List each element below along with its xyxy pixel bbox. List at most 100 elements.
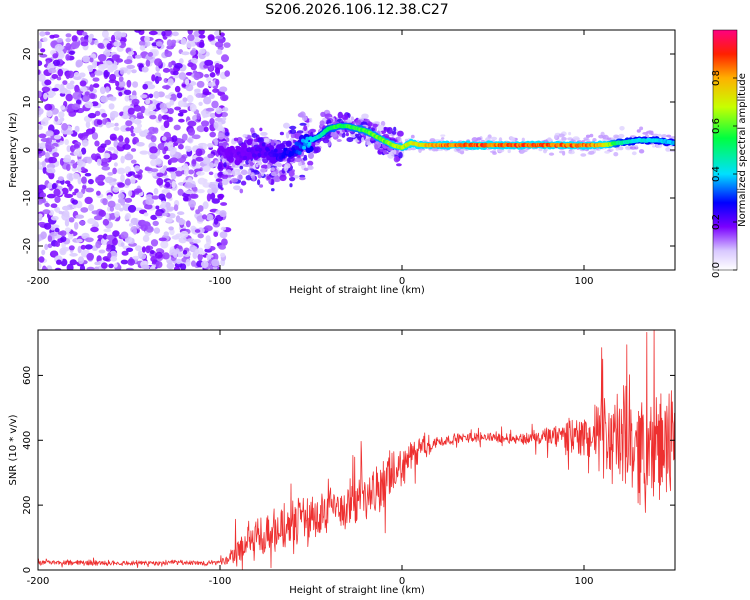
ridge-core [273, 148, 278, 153]
noise-blob [73, 143, 80, 149]
noise-blob [136, 142, 145, 147]
noise-blob [162, 85, 171, 90]
noise-blob [105, 86, 110, 93]
halo-blob [629, 146, 637, 150]
noise-blob [41, 249, 46, 256]
transition-blob [290, 133, 296, 139]
noise-blob [193, 37, 201, 43]
transition-blob [255, 163, 259, 168]
y-tick-label: 200 [22, 496, 33, 515]
snr-series-line [38, 330, 675, 570]
ridge-core [221, 148, 226, 153]
noise-blob [186, 40, 193, 49]
noise-blob [130, 217, 138, 226]
x-tick-label: 0 [399, 576, 405, 587]
halo-blob [558, 133, 565, 138]
transition-blob [303, 154, 307, 159]
noise-blob [167, 78, 174, 86]
noise-blob [120, 155, 125, 164]
transition-blob [217, 163, 223, 170]
transition-blob [398, 151, 403, 159]
noise-blob [214, 160, 219, 165]
transition-blob [217, 132, 225, 140]
noise-blob [117, 32, 122, 38]
noise-blob [98, 249, 106, 254]
halo-blob [410, 147, 417, 151]
noise-blob [156, 177, 164, 186]
halo-blob [619, 126, 625, 131]
noise-blob [219, 231, 228, 239]
noise-blob [165, 192, 173, 199]
noise-blob [115, 80, 120, 87]
noise-blob [103, 152, 111, 159]
transition-blob [393, 155, 400, 163]
ridge-core [260, 150, 265, 155]
noise-blob [139, 40, 146, 46]
noise-blob [38, 184, 47, 190]
noise-blob [217, 194, 224, 200]
noise-blob [50, 215, 59, 221]
ridge-core [258, 148, 263, 152]
noise-blob [112, 230, 120, 237]
noise-blob [166, 206, 175, 211]
halo-blob [670, 136, 675, 139]
noise-blob [117, 80, 126, 88]
noise-blob [209, 192, 216, 200]
noise-blob [209, 93, 215, 100]
noise-blob [127, 51, 135, 56]
halo-blob [657, 133, 662, 137]
noise-blob [82, 55, 91, 63]
noise-blob [41, 267, 48, 270]
noise-blob [152, 220, 159, 226]
transition-blob [361, 136, 365, 143]
transition-blob [260, 164, 269, 170]
noise-blob [77, 256, 85, 265]
noise-blob [177, 188, 184, 196]
noise-blob [193, 30, 200, 37]
noise-blob [54, 196, 61, 204]
noise-blob [164, 146, 169, 152]
noise-blob [120, 242, 125, 248]
noise-blob [58, 118, 63, 124]
transition-blob [393, 149, 397, 155]
noise-blob [177, 112, 184, 117]
noise-blob [209, 131, 216, 138]
transition-blob [270, 167, 275, 172]
halo-blob [471, 137, 478, 143]
transition-blob [251, 133, 258, 138]
noise-blob [113, 126, 120, 131]
halo-blob [581, 139, 586, 143]
noise-blob [206, 143, 214, 148]
halo-blob [455, 148, 461, 151]
noise-blob [111, 54, 120, 61]
noise-blob [90, 153, 98, 160]
transition-blob [233, 185, 241, 191]
spectrogram-x-label: Height of straight line (km) [289, 285, 425, 296]
noise-blob [221, 238, 228, 246]
noise-blob [213, 231, 219, 237]
noise-blob [192, 159, 197, 165]
noise-blob [201, 214, 208, 220]
noise-blob [75, 99, 82, 105]
noise-blob [178, 58, 184, 65]
halo-blob [655, 143, 663, 149]
noise-blob [169, 147, 177, 153]
noise-blob [177, 138, 183, 144]
noise-blob [91, 126, 96, 134]
noise-blob [207, 82, 216, 87]
noise-blob [149, 146, 158, 154]
noise-blob [59, 158, 65, 166]
noise-blob [143, 129, 150, 134]
noise-blob [77, 133, 84, 139]
noise-blob [144, 203, 153, 210]
noise-blob [202, 143, 207, 150]
noise-blob [123, 89, 132, 96]
noise-blob [107, 252, 112, 260]
noise-blob [196, 80, 205, 88]
noise-blob [44, 79, 52, 86]
noise-blob [38, 41, 42, 49]
transition-blob [373, 121, 381, 125]
noise-blob [121, 250, 129, 256]
halo-blob [476, 137, 482, 141]
noise-blob [61, 123, 68, 131]
